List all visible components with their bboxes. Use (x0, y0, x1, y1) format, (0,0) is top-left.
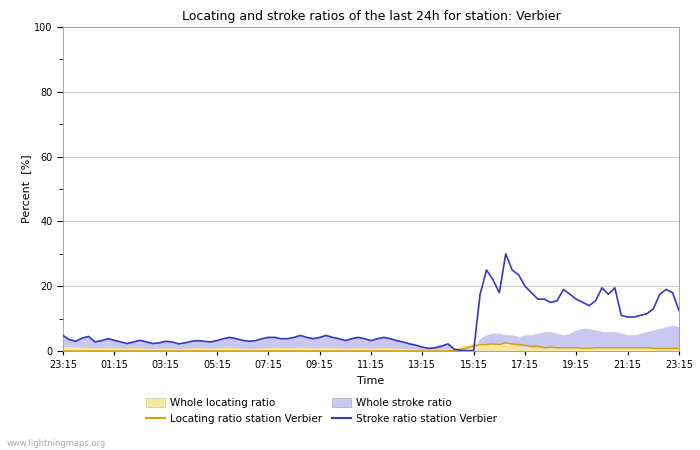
Y-axis label: Percent  [%]: Percent [%] (22, 155, 32, 223)
X-axis label: Time: Time (358, 376, 384, 386)
Text: www.lightningmaps.org: www.lightningmaps.org (7, 439, 106, 448)
Title: Locating and stroke ratios of the last 24h for station: Verbier: Locating and stroke ratios of the last 2… (181, 10, 561, 23)
Legend: Whole locating ratio, Locating ratio station Verbier, Whole stroke ratio, Stroke: Whole locating ratio, Locating ratio sta… (146, 398, 498, 423)
